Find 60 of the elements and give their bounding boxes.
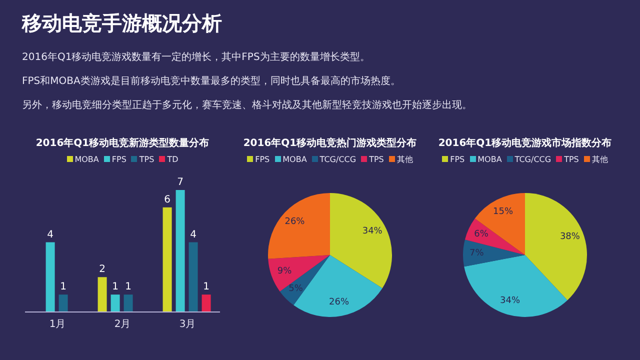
bar <box>110 294 120 312</box>
data-label: 7% <box>470 248 484 258</box>
data-label: 7 <box>177 177 184 188</box>
data-label: 34% <box>362 226 383 237</box>
data-label: 4 <box>47 229 54 240</box>
data-label: 1 <box>125 282 132 293</box>
data-label: 9% <box>277 266 292 276</box>
legend-label: FPS <box>449 154 465 164</box>
pie-slice <box>268 255 330 292</box>
pie-slice <box>525 193 587 300</box>
legend-label: TCG/CCG <box>318 154 356 164</box>
data-label: 1 <box>60 282 66 293</box>
legend-label: FPS <box>110 154 126 164</box>
legend-label: MOBA <box>476 154 502 164</box>
bar <box>162 207 172 312</box>
legend-label: FPS <box>254 154 270 164</box>
bar <box>176 190 185 312</box>
data-label: 5% <box>288 284 304 294</box>
chart-title: 2016年Q1移动电竞新游类型数量分布 <box>34 136 210 151</box>
x-tick-label: 3月 <box>179 319 196 330</box>
data-label: 4 <box>190 229 196 240</box>
pie-slice <box>464 218 525 255</box>
legend-label: 其他 <box>396 154 413 164</box>
legend-label: MOBA <box>282 154 307 164</box>
data-label: 34% <box>500 296 520 306</box>
legend-label: MOBA <box>74 154 99 164</box>
legend-label: TPS <box>138 154 154 164</box>
legend-label: TPS <box>563 154 579 164</box>
legend-label: TCG/CCG <box>514 154 552 164</box>
data-label: 6% <box>474 229 489 240</box>
legend-label: TPS <box>368 154 384 164</box>
text: 移动电竞手游概况分析 <box>22 10 222 37</box>
legend-label: 其他 <box>590 154 608 164</box>
pie-slice <box>330 193 392 288</box>
data-label: 15% <box>493 206 514 217</box>
data-label: 38% <box>560 232 580 242</box>
bar <box>46 242 55 312</box>
pie-slice <box>463 240 525 267</box>
text: FPS和MOBA类游戏是目前移动电竞中数量最多的类型，同时也具备最高的市场热度。 <box>22 74 400 88</box>
data-label: 6 <box>164 194 170 206</box>
text: 另外，移动电竞细分类型正趋于多元化，赛车竞速、格斗对战及其他新型轻竞技游戏也开始逐步出现。 <box>22 98 472 112</box>
bar <box>202 294 211 312</box>
data-label: 1 <box>112 282 118 293</box>
bar <box>188 242 198 312</box>
pie-slice <box>268 193 330 259</box>
bar <box>124 294 133 312</box>
x-tick-label: 1月 <box>49 319 66 330</box>
data-label: 26% <box>329 298 350 308</box>
pie-slice <box>280 255 330 306</box>
data-label: 26% <box>284 216 306 227</box>
legend-label: TD <box>166 154 178 164</box>
data-label: 1 <box>203 282 210 293</box>
pie-slice <box>464 255 568 317</box>
bar <box>58 294 68 312</box>
text: 2016年Q1移动电竞游戏数量有一定的增长，其中FPS为主要的数量增长类型。 <box>22 50 370 64</box>
chart-title: 2016年Q1移动电竞游戏市场指数分布 <box>437 136 613 151</box>
bar <box>98 277 107 312</box>
chart-title: 2016年Q1移动电竞热门游戏类型分布 <box>242 136 418 151</box>
x-tick-label: 2月 <box>114 319 131 330</box>
data-label: 2 <box>99 264 106 276</box>
